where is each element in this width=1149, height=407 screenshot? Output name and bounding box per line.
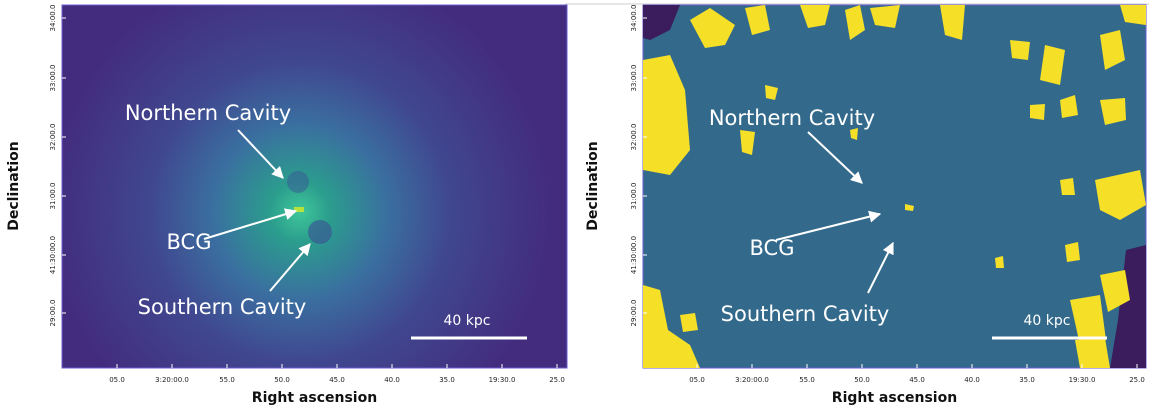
x-tick-label: 50.0: [854, 376, 870, 384]
y-axis-label: Declination: [6, 141, 22, 231]
x-axis-label: Right ascension: [832, 390, 957, 406]
x-tick-label: 25.0: [549, 376, 565, 384]
x-tick-label: 3:20:00.0: [155, 376, 189, 384]
annotation: Southern Cavity: [721, 302, 890, 326]
scale-bar-label: 40 kpc: [444, 313, 491, 329]
y-tick-label: 33:00.0: [49, 65, 57, 92]
y-tick-label: 34:00.0: [630, 5, 638, 32]
annotation: BCG: [750, 236, 795, 260]
x-tick-label: 3:20:00.0: [735, 376, 769, 384]
y-tick-label: 33:00.0: [630, 65, 638, 92]
annotation: Northern Cavity: [709, 106, 875, 130]
annotation: Northern Cavity: [125, 101, 291, 125]
y-tick-label: 29:00.0: [49, 300, 57, 327]
y-tick-label: 32:00.0: [49, 124, 57, 151]
x-tick-label: 45.0: [329, 376, 345, 384]
x-tick-label: 40.0: [384, 376, 400, 384]
x-tick-label: 35.0: [1019, 376, 1035, 384]
x-tick-label: 50.0: [274, 376, 290, 384]
y-tick-label: 31:00.0: [49, 183, 57, 210]
y-tick-label: 32:00.0: [630, 124, 638, 151]
scale-bar-label: 40 kpc: [1024, 313, 1071, 329]
figure: Declination Right ascension 34:00.0 33:00.0…: [0, 0, 1149, 407]
annotation: Southern Cavity: [138, 295, 307, 319]
x-axis-label: Right ascension: [252, 390, 377, 406]
x-tick-label: 19:30.0: [1069, 376, 1096, 384]
x-tick-label: 40.0: [964, 376, 980, 384]
x-tick-label: 05.0: [109, 376, 125, 384]
y-tick-label: 34:00.0: [49, 5, 57, 32]
cavity: [308, 220, 332, 244]
x-tick-label: 25.0: [1129, 376, 1145, 384]
mask-image: [643, 5, 1146, 368]
y-axis-label: Declination: [585, 141, 601, 231]
cavity: [287, 171, 309, 193]
x-tick-label: 05.0: [689, 376, 705, 384]
annotation: BCG: [167, 230, 212, 254]
x-tick-label: 19:30.0: [489, 376, 516, 384]
x-tick-label: 55.0: [799, 376, 815, 384]
y-tick-label: 41:30:00.0: [49, 236, 57, 274]
x-tick-label: 55.0: [219, 376, 235, 384]
y-tick-label: 31:00.0: [630, 183, 638, 210]
x-tick-label: 45.0: [909, 376, 925, 384]
y-tick-label: 29:00.0: [630, 300, 638, 327]
x-tick-label: 35.0: [439, 376, 455, 384]
y-tick-label: 41:30:00.0: [630, 236, 638, 274]
